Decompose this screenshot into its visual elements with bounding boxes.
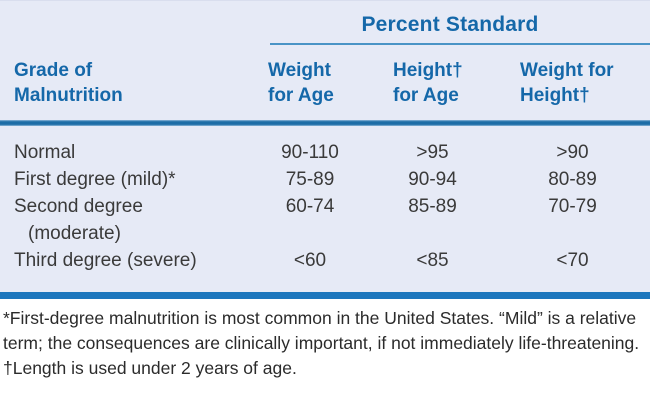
row-label: Second degree (moderate) bbox=[0, 193, 250, 247]
row-label-text: Third degree (severe) bbox=[14, 250, 197, 271]
cell-weight-for-age: 60-74 bbox=[285, 196, 335, 217]
header-divider-rule bbox=[0, 120, 650, 126]
table-area: Percent Standard Grade of Malnutrition W… bbox=[0, 1, 650, 299]
header-line: Height† bbox=[520, 85, 590, 106]
header-line: Weight for bbox=[520, 60, 614, 81]
column-header-grade-of-malnutrition: Grade of Malnutrition bbox=[0, 58, 250, 108]
table-bottom-rule bbox=[0, 292, 650, 299]
row-label-text: Second degree bbox=[14, 196, 143, 217]
column-header-row: Grade of Malnutrition Weight for Age Hei… bbox=[0, 58, 650, 108]
column-header-weight-for-height: Weight for Height† bbox=[495, 58, 650, 108]
group-header-percent-standard: Percent Standard bbox=[361, 13, 539, 36]
group-header-wrap: Percent Standard bbox=[250, 12, 650, 45]
row-label: First degree (mild)* bbox=[0, 166, 250, 193]
cell-weight-for-height: 70-79 bbox=[548, 196, 597, 217]
column-header-weight-for-age: Weight for Age bbox=[250, 58, 370, 108]
header-line: Height† bbox=[393, 60, 463, 81]
footnote-asterisk: *First-degree malnutrition is most commo… bbox=[3, 308, 640, 353]
footnotes: *First-degree malnutrition is most commo… bbox=[0, 299, 650, 381]
cell-weight-for-age: 90-110 bbox=[281, 142, 339, 163]
row-label: Normal bbox=[0, 139, 250, 166]
column-header-height-for-age: Height† for Age bbox=[370, 58, 495, 108]
cell-height-for-age: <85 bbox=[416, 250, 449, 271]
cell-weight-for-height: >90 bbox=[556, 142, 589, 163]
header-line: Grade of bbox=[14, 60, 93, 81]
cell-weight-for-height: 80-89 bbox=[548, 169, 597, 190]
group-header-underline bbox=[270, 43, 650, 45]
table-body: Normal 90-110 >95 >90 First degree (mild… bbox=[0, 126, 650, 274]
row-label-text: Normal bbox=[14, 142, 76, 163]
header-line: Weight bbox=[268, 60, 331, 81]
cell-weight-for-age: 75-89 bbox=[285, 169, 335, 190]
cell-weight-for-age: <60 bbox=[293, 250, 327, 271]
header-line: Malnutrition bbox=[14, 85, 123, 106]
row-label: Third degree (severe) bbox=[0, 247, 250, 274]
header-line: for Age bbox=[268, 85, 334, 106]
footnote-dagger: †Length is used under 2 years of age. bbox=[3, 358, 297, 378]
cell-height-for-age: 90-94 bbox=[408, 169, 457, 190]
cell-height-for-age: >95 bbox=[416, 142, 449, 163]
row-label-line2: (moderate) bbox=[28, 223, 121, 244]
row-label-text: First degree (mild)* bbox=[14, 169, 176, 190]
cell-height-for-age: 85-89 bbox=[408, 196, 457, 217]
header-line: for Age bbox=[393, 85, 459, 106]
cell-weight-for-height: <70 bbox=[556, 250, 589, 271]
